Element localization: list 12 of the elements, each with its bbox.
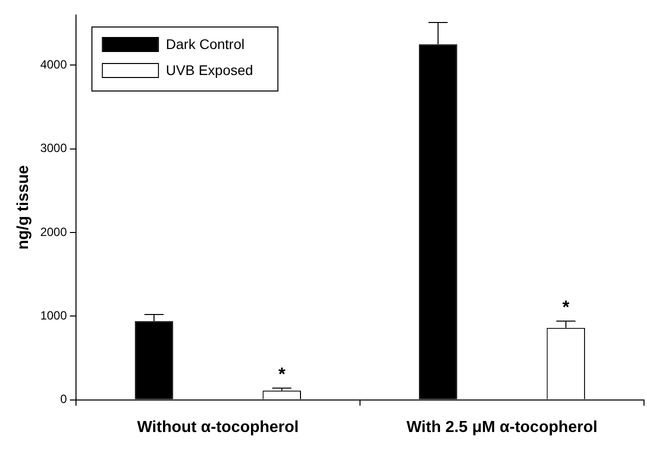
legend-label: UVB Exposed <box>166 62 254 78</box>
y-tick-label: 4000 <box>40 58 68 72</box>
y-tick-label: 3000 <box>40 141 68 156</box>
x-tick-label: With 2.5 μM α-tocopherol <box>406 418 598 436</box>
y-tick-label: 1000 <box>40 308 68 322</box>
annotation: * <box>278 364 286 384</box>
annotation: * <box>562 297 570 318</box>
y-tick-label: 0 <box>60 392 68 406</box>
y-tick-label: 2000 <box>40 224 68 239</box>
x-tick-label: Without α-tocopherol <box>137 418 299 436</box>
legend-label: Dark Control <box>166 36 244 52</box>
y-axis-title: ng/g tissue <box>15 165 32 250</box>
